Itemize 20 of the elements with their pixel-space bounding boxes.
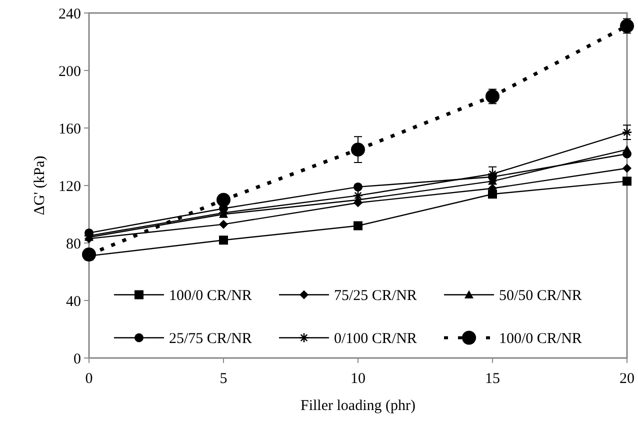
legend-label: 25/75 CR/NR bbox=[169, 331, 252, 347]
y-axis-title: ΔG' (kPa) bbox=[32, 156, 48, 216]
y-tick-label: 40 bbox=[66, 294, 81, 310]
legend-label: 50/50 CR/NR bbox=[499, 288, 582, 304]
y-tick-label: 160 bbox=[58, 121, 81, 138]
y-tick-label: 240 bbox=[58, 6, 81, 22]
legend-label: 0/100 CR/NR bbox=[334, 331, 417, 347]
x-tick-label: 20 bbox=[620, 371, 634, 387]
x-tick-label: 5 bbox=[220, 371, 228, 387]
x-tick-label: 0 bbox=[85, 371, 93, 387]
y-tick-label: 120 bbox=[58, 178, 81, 195]
x-axis-title: Filler loading (phr) bbox=[300, 398, 416, 414]
x-tick-label: 15 bbox=[485, 371, 500, 387]
x-tick-label: 10 bbox=[350, 371, 366, 387]
y-tick-label: 200 bbox=[58, 64, 81, 80]
y-tick-label: 0 bbox=[74, 351, 81, 368]
y-tick-label: 80 bbox=[66, 236, 81, 252]
legend-label: 100/0 CR/NR bbox=[499, 331, 582, 347]
legend-label: 100/0 CR/NR bbox=[169, 288, 252, 304]
legend-label: 75/25 CR/NR bbox=[334, 288, 417, 304]
